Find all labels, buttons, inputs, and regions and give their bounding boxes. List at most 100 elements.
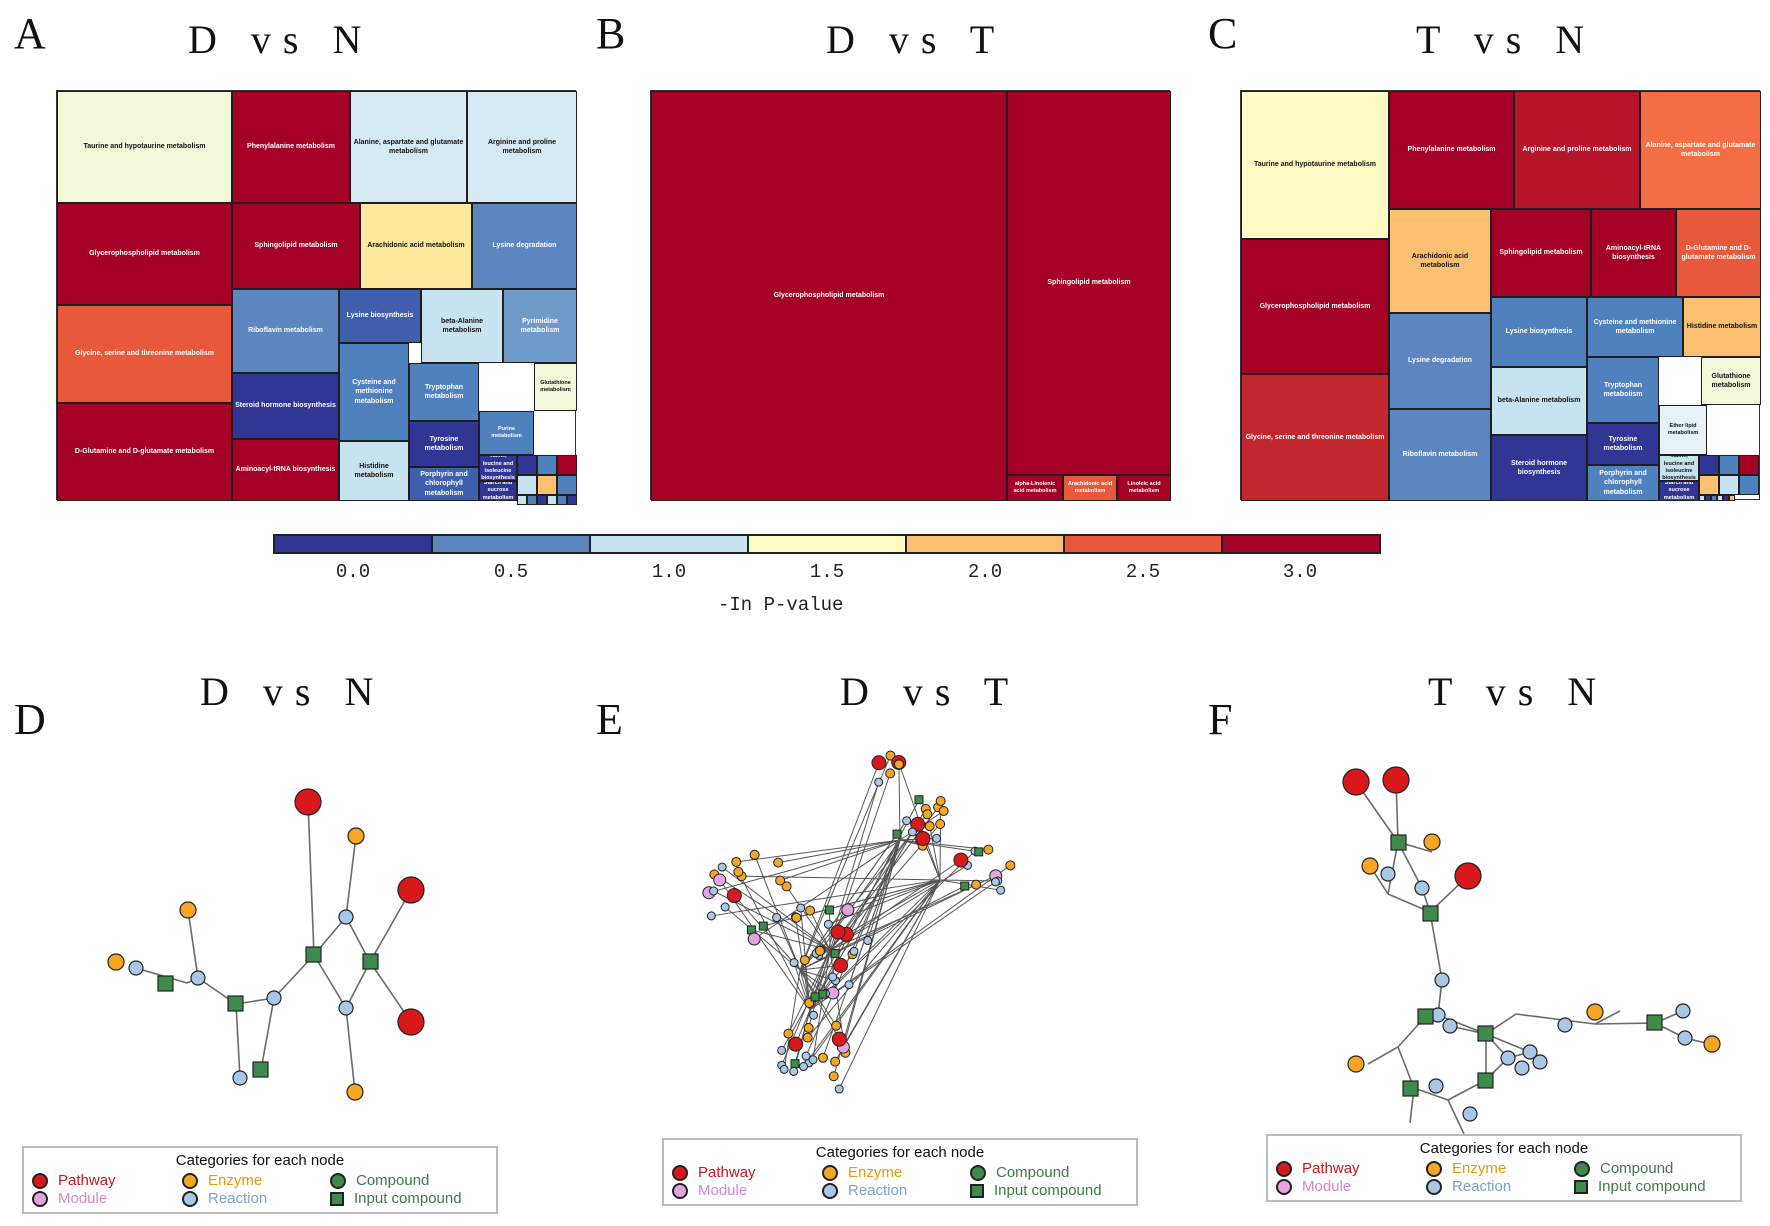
- reaction-node: [1462, 1106, 1478, 1122]
- reaction-node: [1532, 1054, 1548, 1070]
- pathway-node: [833, 957, 849, 973]
- network-edge: [898, 764, 901, 841]
- input-compound-node: [1477, 1072, 1494, 1089]
- enzyme-node: [802, 1032, 813, 1043]
- treemap-cell: Tyrosine metabolism: [1587, 423, 1659, 465]
- enzyme-node: [1361, 857, 1379, 875]
- reaction-node: [1434, 972, 1450, 988]
- treemap-cell: Glycerophospholipid metabolism: [651, 91, 1007, 501]
- input-compound-node: [892, 829, 902, 839]
- pathway-icon: [672, 1164, 688, 1181]
- pathway-node: [1454, 862, 1482, 890]
- network-edge: [929, 826, 941, 881]
- treemap-cell: Lysine degradation: [1389, 313, 1491, 409]
- treemap-small-cell: [517, 475, 537, 495]
- treemap-small-cell: [1699, 455, 1719, 475]
- treemap-small-cell: [1729, 495, 1735, 501]
- input-compound-node: [824, 905, 834, 915]
- input-compound-node: [362, 953, 379, 970]
- treemap-cell: Glutathione metabolism: [1701, 357, 1761, 405]
- panel-letter-c: C: [1208, 9, 1238, 58]
- enzyme-node: [799, 955, 810, 966]
- reaction-node: [834, 1084, 844, 1094]
- enzyme-node: [830, 1056, 841, 1067]
- reaction-node: [1442, 1018, 1458, 1034]
- treemap-small-cell: [1719, 475, 1739, 495]
- reaction-node: [789, 958, 799, 968]
- input-compound-icon: [1574, 1179, 1588, 1194]
- colorbar-tick: 2.0: [967, 561, 1003, 583]
- treemap-small-cell: [1705, 495, 1711, 501]
- treemap-cell: Sphingolipid metabolism: [1007, 91, 1171, 475]
- reaction-node: [1414, 880, 1430, 896]
- treemap-small-cell: [517, 495, 527, 505]
- colorbar: [273, 534, 1381, 554]
- treemap-cell: Taurine and hypotaurine metabolism: [57, 91, 232, 203]
- pathway-node: [726, 888, 742, 904]
- legend-reaction-label: Reaction: [208, 1190, 268, 1207]
- network-edge: [809, 831, 913, 1011]
- treemap-small-cell: [1719, 455, 1739, 475]
- legend-module-label: Module: [698, 1182, 748, 1199]
- enzyme-node: [1586, 1003, 1604, 1021]
- legend-e: Categories for each node Pathway Module …: [662, 1138, 1138, 1206]
- reaction-node: [772, 913, 782, 923]
- legend-title: Categories for each node: [175, 1152, 345, 1169]
- network-edge: [714, 874, 831, 951]
- reaction-node: [932, 833, 942, 843]
- reaction-node: [1514, 1060, 1530, 1076]
- treemap-cell: Tyrosine metabolism: [409, 421, 479, 467]
- enzyme-node: [1347, 1055, 1365, 1073]
- colorbar-tick: 3.0: [1282, 561, 1318, 583]
- panel-letter-a: A: [14, 9, 46, 58]
- network-edge: [829, 773, 891, 951]
- pathway-node: [397, 876, 425, 904]
- treemap-b: Glycerophospholipid metabolism Sphingolip…: [650, 90, 1171, 501]
- input-compound-node: [1646, 1014, 1663, 1031]
- legend-compound-label: Compound: [356, 1172, 430, 1189]
- treemap-small-cell: [537, 475, 557, 495]
- enzyme-node: [347, 827, 365, 845]
- pathway-node: [1382, 766, 1410, 794]
- network-edge: [799, 755, 891, 971]
- module-node: [713, 873, 727, 887]
- network-edge: [786, 886, 831, 951]
- network-f-graph: [1342, 766, 1721, 1135]
- pathway-node: [1342, 768, 1370, 796]
- input-compound-node: [1477, 1025, 1494, 1042]
- input-compound-node: [227, 995, 244, 1012]
- legend-module: Module: [1276, 1178, 1351, 1195]
- legend-enzyme: Enzyme: [182, 1172, 262, 1189]
- enzyme-node: [803, 1022, 814, 1033]
- network-edge: [809, 910, 831, 951]
- input-compound-node: [810, 992, 820, 1002]
- treemap-small-cell: [1717, 495, 1723, 501]
- reaction-node: [874, 777, 884, 787]
- enzyme-node: [935, 795, 946, 806]
- reaction-node: [1522, 1044, 1538, 1060]
- input-compound-node: [974, 847, 984, 857]
- enzyme-node: [983, 844, 994, 855]
- treemap-cell: Steroid hormone biosynthesis: [232, 373, 339, 439]
- treemap-cell: Glycerophospholipid metabolism: [1241, 239, 1389, 374]
- legend-input: Input compound: [1574, 1178, 1706, 1195]
- input-compound-icon: [330, 1191, 344, 1206]
- panel-title-e: D vs T: [840, 669, 1021, 714]
- treemap-cell: Linoleic acid metabolism: [1117, 475, 1171, 501]
- network-edge: [779, 839, 901, 881]
- treemap-cell: Taurine and hypotaurine metabolism: [1241, 91, 1389, 239]
- legend-pathway: Pathway: [1276, 1160, 1360, 1177]
- compound-icon: [330, 1172, 346, 1189]
- treemap-small-cell: [1723, 495, 1729, 501]
- treemap-small-cell: [567, 495, 577, 505]
- colorbar-tick: 1.0: [651, 561, 687, 583]
- pathway-icon: [1276, 1160, 1292, 1177]
- reaction-node: [801, 1051, 811, 1061]
- reaction-node: [789, 1066, 799, 1076]
- treemap-cell: Pyrimidine metabolism: [503, 289, 577, 363]
- treemap-cell: Alanine, aspartate and glutamate metabol…: [350, 91, 467, 203]
- legend-d: Categories for each node Pathway Module …: [22, 1146, 498, 1214]
- treemap-cell: Cysteine and methionine metabolism: [1587, 297, 1683, 357]
- treemap-cell: Arachidonic acid metabolism: [1389, 209, 1491, 313]
- legend-module: Module: [32, 1190, 107, 1207]
